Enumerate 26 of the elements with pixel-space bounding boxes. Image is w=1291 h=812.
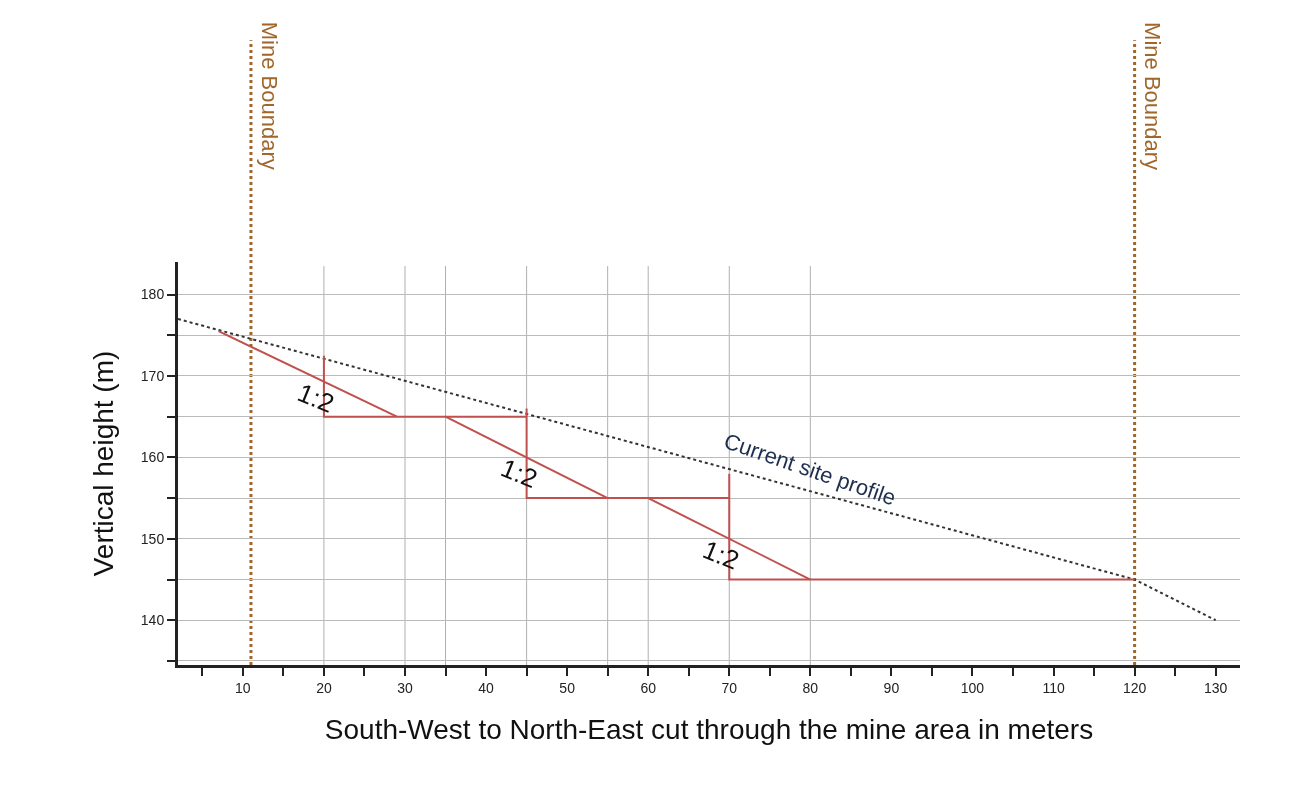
x-tick-label: 110: [1042, 679, 1065, 696]
ref-line-label: Mine Boundary: [1140, 22, 1166, 171]
x-tick-label: 130: [1204, 679, 1228, 696]
y-tick-label: 140: [140, 612, 165, 629]
annotation: Current site profile: [720, 428, 899, 511]
y-axis-title: Vertical height (m): [87, 350, 119, 577]
x-tick-label: 80: [802, 679, 819, 696]
ref-line-label: Mine Boundary: [256, 21, 282, 170]
x-tick-label: 20: [316, 679, 332, 696]
x-tick-label: 90: [883, 679, 900, 696]
x-tick-label: 40: [478, 679, 495, 696]
x-tick-label: 30: [397, 679, 413, 696]
y-tick-label: 150: [140, 530, 165, 547]
annotation: 1:2: [293, 377, 339, 419]
x-axis-title: South-West to North-East cut through the mine area in meters: [324, 713, 1094, 745]
annotation: 1:2: [496, 452, 542, 494]
y-tick-label: 160: [140, 449, 165, 466]
x-tick-label: 10: [235, 679, 251, 696]
x-tick-label: 70: [721, 679, 738, 696]
x-tick-label: 50: [559, 679, 576, 696]
y-tick-label: 180: [140, 286, 165, 303]
x-tick-label: 120: [1122, 679, 1147, 696]
x-tick-label: 60: [640, 679, 657, 696]
annotation: 1:2: [698, 534, 744, 576]
x-tick-label: 100: [960, 679, 985, 696]
y-tick-label: 170: [140, 367, 165, 384]
